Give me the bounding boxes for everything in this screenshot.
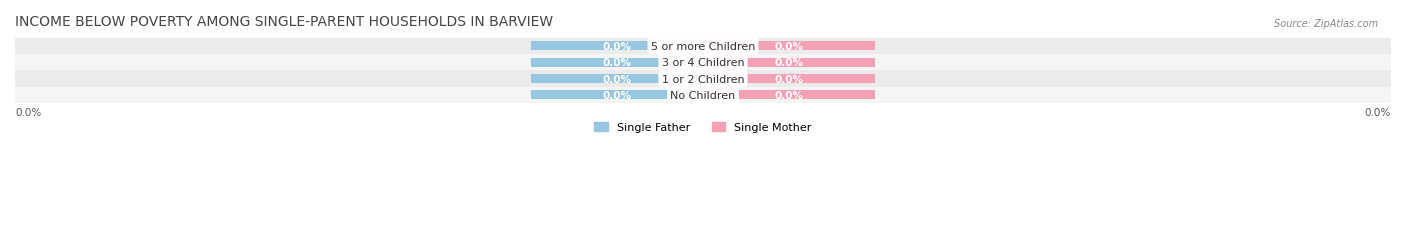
Bar (531, 75, 703, 84)
Text: 0.0%: 0.0% (775, 58, 803, 68)
Bar (703, 91, 875, 100)
Bar (531, 91, 703, 100)
Bar (15, 55, 1391, 71)
Bar (703, 58, 875, 67)
Bar (15, 39, 1391, 55)
Text: 0.0%: 0.0% (1365, 108, 1391, 118)
Text: 0.0%: 0.0% (603, 91, 631, 100)
Text: 5 or more Children: 5 or more Children (651, 42, 755, 52)
Text: 0.0%: 0.0% (603, 74, 631, 84)
Bar (703, 75, 875, 84)
Bar (531, 58, 703, 67)
Text: INCOME BELOW POVERTY AMONG SINGLE-PARENT HOUSEHOLDS IN BARVIEW: INCOME BELOW POVERTY AMONG SINGLE-PARENT… (15, 15, 553, 29)
Text: 1 or 2 Children: 1 or 2 Children (662, 74, 744, 84)
Text: 3 or 4 Children: 3 or 4 Children (662, 58, 744, 68)
Text: 0.0%: 0.0% (775, 91, 803, 100)
Text: 0.0%: 0.0% (775, 74, 803, 84)
Text: 0.0%: 0.0% (603, 42, 631, 52)
Legend: Single Father, Single Mother: Single Father, Single Mother (591, 119, 815, 137)
Bar (15, 87, 1391, 104)
Text: Source: ZipAtlas.com: Source: ZipAtlas.com (1274, 18, 1378, 28)
Bar (15, 71, 1391, 87)
Bar (703, 42, 875, 51)
Text: 0.0%: 0.0% (603, 58, 631, 68)
Text: 0.0%: 0.0% (15, 108, 41, 118)
Text: 0.0%: 0.0% (775, 42, 803, 52)
Text: No Children: No Children (671, 91, 735, 100)
Bar (531, 42, 703, 51)
